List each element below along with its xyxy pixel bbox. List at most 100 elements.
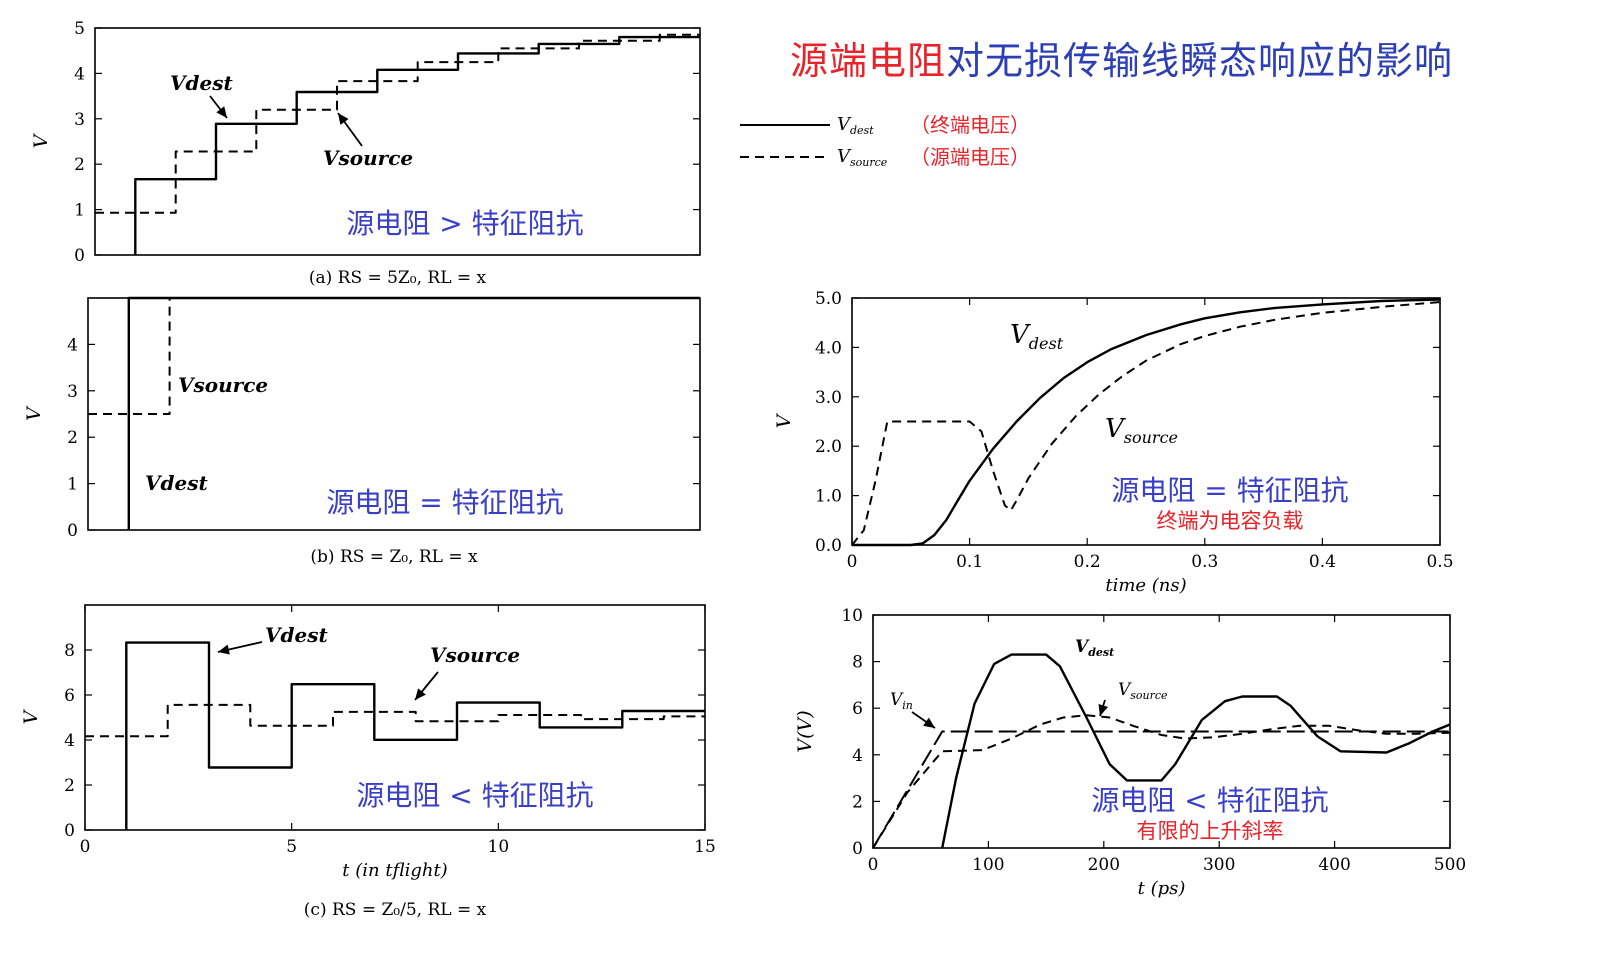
y-tick-label: 2.0 — [815, 437, 842, 457]
panel-c: 0 2 4 6 8 0 5 10 15 Vt (in tflight) (c) RS = Z₀/5,… — [20, 604, 716, 920]
x-tick-label: 300 — [1203, 855, 1235, 875]
annotation-blue: 源电阻 < 特征阻抗 — [1091, 784, 1328, 817]
x-tick-label: 10 — [488, 837, 510, 857]
panel-b: 0 1 2 3 4 V (b) RS = Z₀, RL = x 源电阻 = 特征阻抗 Vsour… — [23, 296, 701, 567]
annotation-blue: 源电阻 < 特征阻抗 — [356, 779, 593, 812]
y-tick-label: 2 — [852, 792, 863, 812]
label-vin: Vin — [890, 690, 913, 712]
plot-frame — [94, 27, 701, 256]
label-vdest: Vdest — [1075, 637, 1114, 659]
label-vsource: Vsource — [430, 643, 520, 667]
annotation-red: 有限的上升斜率 — [1137, 819, 1284, 843]
x-tick-label: 5 — [286, 837, 297, 857]
y-tick-label: 3.0 — [815, 388, 842, 408]
plot-frame — [84, 604, 706, 831]
plot-frame — [872, 614, 1451, 849]
x-axis-label: t (ps) — [1138, 878, 1186, 899]
label-vdest: Vdest — [1010, 320, 1064, 353]
panel-caption: (a) RS = 5Z₀, RL = x — [309, 268, 487, 288]
y-tick-label: 8 — [64, 641, 75, 661]
y-axis-label: V — [20, 708, 42, 724]
y-axis-label: V — [30, 132, 52, 148]
x-tick-label: 0 — [868, 855, 879, 875]
y-tick-label: 10 — [841, 606, 863, 626]
y-tick-label: 1.0 — [815, 487, 842, 507]
arrow-vdest-head — [216, 106, 227, 118]
legend-label-cn: （源端电压） — [910, 145, 1030, 169]
annotation-blue: 源电阻 > 特征阻抗 — [346, 207, 583, 240]
series-vdest — [852, 298, 1441, 547]
legend: Vdest （终端电压） Vsource （源端电压） — [740, 113, 1030, 169]
x-tick-label: 500 — [1434, 855, 1466, 875]
y-tick-label: 2 — [64, 776, 75, 796]
x-tick-label: 0 — [847, 552, 858, 572]
y-tick-label: 4.0 — [815, 338, 842, 358]
annotation-blue: 源电阻 = 特征阻抗 — [1111, 474, 1348, 507]
label-vsource: Vsource — [178, 373, 268, 397]
label-vdest: Vdest — [265, 623, 328, 647]
series-vdest — [127, 296, 700, 530]
y-tick-label: 8 — [852, 653, 863, 673]
y-tick-label: 3 — [74, 110, 85, 130]
y-tick-label: 0 — [64, 821, 75, 841]
y-tick-label: 3 — [67, 382, 78, 402]
y-tick-label: 0 — [852, 839, 863, 859]
x-tick-label: 0 — [80, 837, 91, 857]
legend-label-cn: （终端电压） — [910, 113, 1030, 137]
y-tick-label: 5 — [74, 19, 85, 39]
label-vsource: Vsource — [323, 146, 413, 170]
series-vsource — [88, 297, 700, 415]
arrow-vsource-head — [415, 688, 426, 700]
y-tick-label: 1 — [74, 201, 85, 221]
y-tick-label: 2 — [67, 428, 78, 448]
title-red-part: 源端电阻 — [790, 39, 947, 83]
y-tick-label: 0 — [67, 521, 78, 541]
y-tick-label: 0.0 — [815, 536, 842, 556]
series-vin — [872, 730, 1450, 849]
y-tick-label: 1 — [67, 475, 78, 495]
x-tick-label: 0.5 — [1426, 552, 1453, 572]
series-vsource — [95, 33, 700, 214]
y-axis-label: V(V) — [794, 710, 816, 752]
label-vdest: Vdest — [170, 71, 233, 95]
y-tick-label: 6 — [852, 699, 863, 719]
series-vsource — [872, 714, 1451, 849]
panel-caption: (c) RS = Z₀/5, RL = x — [304, 900, 487, 920]
annotation-blue: 源电阻 = 特征阻抗 — [326, 486, 563, 519]
panel-caption: (b) RS = Z₀, RL = x — [310, 547, 478, 567]
title-blue-part: 对无损传输线瞬态响应的影响 — [946, 39, 1454, 83]
y-tick-label: 6 — [64, 686, 75, 706]
annotation-red: 终端为电容负载 — [1157, 509, 1304, 533]
y-tick-label: 4 — [74, 64, 85, 84]
series-vsource — [851, 301, 1441, 546]
y-tick-label: 0 — [74, 246, 85, 266]
chart-title: 源端电阻对无损传输线瞬态响应的影响 — [790, 30, 1453, 85]
panel-a: 0 1 2 3 4 5 V (a) RS = 5Z₀, RL = x 源电阻 > 特征阻抗 Vde… — [30, 19, 701, 288]
arrow-vsource-head — [1098, 704, 1109, 716]
series-vdest — [125, 641, 705, 830]
plot-frame — [851, 297, 1441, 546]
x-tick-label: 200 — [1088, 855, 1120, 875]
x-axis-label: time (ns) — [1105, 575, 1186, 596]
y-tick-label: 4 — [67, 335, 78, 355]
x-tick-label: 0.3 — [1191, 552, 1218, 572]
label-vsource: Vsource — [1118, 680, 1168, 702]
x-tick-label: 0.1 — [956, 552, 983, 572]
arrow-vsource-head — [338, 113, 349, 125]
y-axis-label: V — [23, 405, 45, 421]
x-axis-label: t (in tflight) — [342, 860, 447, 881]
series-vsource — [85, 703, 705, 738]
series-vdest — [941, 653, 1451, 849]
legend-label-var: Vdest — [837, 114, 874, 137]
arrow-vdest-head — [218, 644, 230, 655]
x-tick-label: 0.2 — [1074, 552, 1101, 572]
y-tick-label: 4 — [64, 731, 75, 751]
y-tick-label: 4 — [852, 746, 863, 766]
label-vdest: Vdest — [145, 471, 208, 495]
legend-label-var: Vsource — [837, 146, 888, 169]
x-tick-label: 100 — [972, 855, 1004, 875]
x-tick-label: 0.4 — [1309, 552, 1336, 572]
y-tick-label: 5.0 — [815, 289, 842, 309]
